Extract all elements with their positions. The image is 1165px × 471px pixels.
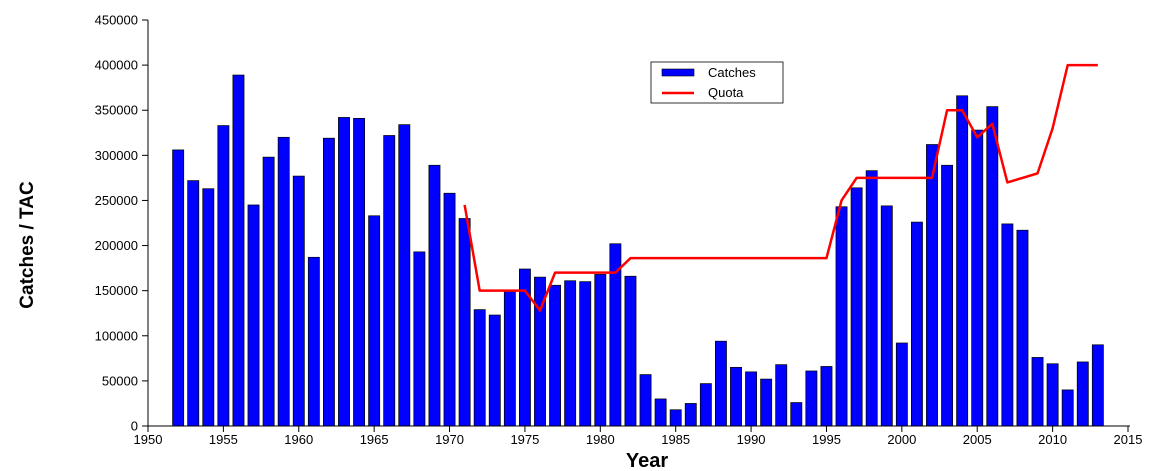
y-axis-ticks: 0 50000 100000 150000 200000 250000 300000 3500… (95, 13, 148, 434)
y-tick-label: 0 (131, 419, 138, 434)
legend-label-catches: Catches (708, 65, 756, 80)
y-tick-label: 100000 (95, 328, 138, 343)
catches-bar (368, 215, 381, 427)
x-tick-label: 2005 (963, 432, 992, 447)
catches-bar (1016, 229, 1029, 427)
catches-bar (850, 187, 863, 427)
catches-bar (292, 175, 305, 427)
x-tick-label: 1995 (812, 432, 841, 447)
catches-bar (986, 106, 999, 427)
catches-bar (639, 374, 652, 427)
catches-bar (941, 164, 954, 427)
axes (147, 20, 1130, 427)
x-tick-label: 1980 (586, 432, 615, 447)
catches-bar (322, 137, 335, 427)
catches-bar (865, 170, 878, 427)
catches-bar (1046, 363, 1059, 427)
catches-bar (217, 125, 230, 427)
y-tick-label: 250000 (95, 193, 138, 208)
x-tick-label: 1970 (435, 432, 464, 447)
x-tick-label: 1985 (661, 432, 690, 447)
catches-bar (654, 398, 667, 427)
catches-bar (971, 129, 984, 427)
catches-bar (790, 402, 803, 427)
catches-bar (277, 136, 290, 427)
x-tick-label: 1975 (510, 432, 539, 447)
catches-bar (835, 206, 848, 427)
catches-bar (669, 409, 682, 427)
catches-bar (714, 340, 727, 427)
catches-bar (413, 251, 426, 427)
catches-bar (775, 364, 788, 427)
y-tick-label: 350000 (95, 103, 138, 118)
catches-bar (1061, 389, 1074, 427)
legend: Catches Quota (650, 61, 784, 104)
catches-bar (202, 188, 215, 427)
catches-bar (187, 180, 200, 427)
catches-bar (730, 367, 742, 427)
legend-swatch-catches (661, 68, 695, 77)
x-tick-label: 1955 (209, 432, 238, 447)
catches-bar (805, 370, 818, 427)
y-tick-label: 50000 (102, 373, 138, 388)
catches-bar (1031, 357, 1044, 427)
x-axis-title: Year (626, 450, 668, 471)
y-tick-label: 200000 (95, 238, 138, 253)
x-tick-label: 1950 (134, 432, 163, 447)
y-tick-label: 300000 (95, 148, 138, 163)
catches-bar (880, 205, 893, 427)
catches-bar (579, 281, 592, 427)
catches-bar (262, 156, 275, 427)
catches-bar (1091, 344, 1104, 427)
catches-bar (624, 275, 637, 427)
y-axis-title: Catches / TAC (17, 181, 38, 309)
catches-bar (956, 95, 969, 427)
catches-bar (1076, 361, 1089, 427)
y-tick-label: 150000 (95, 283, 138, 298)
catches-bar (247, 204, 260, 427)
catches-bar (910, 221, 923, 427)
x-tick-label: 1990 (737, 432, 766, 447)
catches-bars (172, 74, 1104, 427)
catches-bar (684, 403, 697, 427)
catches-bar (564, 280, 577, 427)
x-tick-label: 2010 (1038, 432, 1067, 447)
catches-bar (428, 164, 441, 427)
x-tick-label: 2015 (1114, 432, 1143, 447)
catches-bar (307, 256, 320, 427)
catches-bar (820, 366, 833, 427)
catches-bar (458, 218, 471, 427)
x-tick-label: 2000 (887, 432, 916, 447)
catches-bar (760, 378, 773, 427)
catches-bar (473, 309, 486, 427)
catches-bar (594, 274, 607, 427)
x-tick-label: 1965 (360, 432, 389, 447)
catches-bar (488, 314, 501, 427)
catches-bar (398, 124, 411, 427)
catches-bar (895, 342, 908, 427)
x-tick-label: 1960 (284, 432, 313, 447)
catches-bar (503, 291, 516, 427)
catches-bar (443, 192, 456, 427)
catches-bar (383, 135, 396, 427)
legend-label-quota: Quota (708, 85, 744, 100)
y-tick-label: 450000 (95, 13, 138, 28)
catches-bar (172, 149, 185, 427)
y-tick-label: 400000 (95, 58, 138, 73)
catches-bar (549, 284, 562, 427)
catches-bar (745, 371, 758, 427)
quota-line (463, 63, 1098, 312)
catches-bar (338, 117, 350, 427)
quota-line-group (463, 63, 1098, 312)
catches-bar (353, 117, 366, 427)
x-axis-ticks: 1950 1955 1960 1965 1970 1975 1980 1985 1990 1995… (134, 426, 1143, 447)
catches-bar (926, 144, 938, 427)
catches-bar (699, 383, 712, 427)
catches-bar (232, 74, 245, 427)
catches-bar (1001, 223, 1014, 427)
